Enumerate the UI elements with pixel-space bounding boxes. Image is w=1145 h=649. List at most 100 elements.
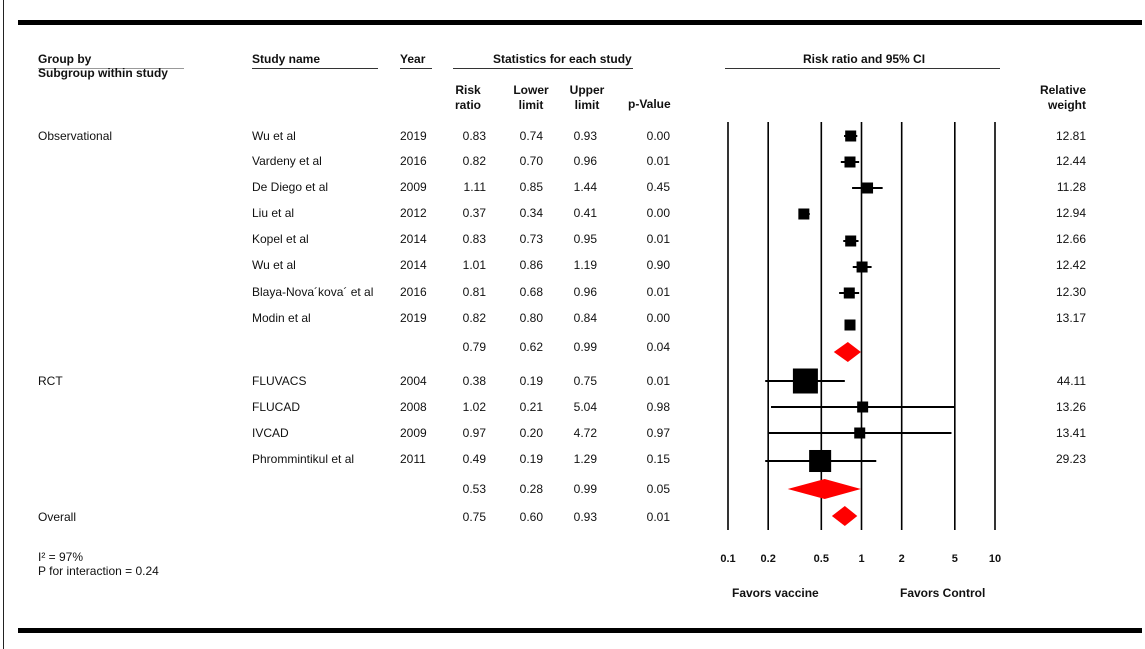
cell-study: Wu et al: [252, 129, 296, 143]
summary-diamond: [787, 479, 861, 499]
group-rct: RCT: [38, 374, 63, 388]
cell-lower-limit: 0.60: [519, 510, 543, 524]
cell-risk-ratio: 0.83: [462, 129, 486, 143]
header-relative-weight: Relative weight: [1010, 83, 1086, 113]
cell-p-value: 0.00: [646, 206, 670, 220]
cell-relative-weight: 12.42: [1055, 258, 1086, 272]
favors-control-label: Favors Control: [900, 586, 986, 600]
cell-year: 2019: [400, 129, 427, 143]
cell-upper-limit: 0.96: [573, 154, 597, 168]
header-plot-underline: [725, 68, 1000, 69]
axis-tick-label: 2: [899, 553, 905, 565]
cell-lower-limit: 0.34: [519, 206, 543, 220]
header-rr-line1: Risk: [455, 83, 481, 97]
cell-lower-limit: 0.19: [519, 452, 543, 466]
cell-year: 2011: [400, 452, 426, 466]
cell-relative-weight: 13.26: [1055, 400, 1086, 414]
header-rw-line1: Relative: [1039, 83, 1086, 97]
study-marker: [857, 401, 869, 413]
cell-risk-ratio: 1.02: [462, 400, 486, 414]
cell-risk-ratio: 0.75: [462, 510, 486, 524]
header-study-name: Study name: [252, 52, 321, 66]
header-plot-title: Risk ratio and 95% CI: [803, 52, 926, 66]
cell-upper-limit: 4.72: [573, 426, 597, 440]
header-ul-line2: limit: [574, 98, 600, 112]
cell-p-value: 0.15: [646, 452, 670, 466]
top-rule: [18, 20, 1142, 25]
study-marker: [798, 208, 810, 220]
cell-year: 2014: [400, 258, 427, 272]
cell-lower-limit: 0.19: [519, 374, 543, 388]
cell-risk-ratio: 0.82: [462, 311, 486, 325]
cell-p-value: 0.00: [646, 311, 670, 325]
study-marker: [844, 156, 856, 168]
axis-tick-label: 0.1: [720, 553, 735, 565]
cell-upper-limit: 0.99: [573, 340, 597, 354]
cell-upper-limit: 1.44: [573, 180, 597, 194]
cell-risk-ratio: 0.37: [462, 206, 486, 220]
axis-tick-label: 0.2: [761, 553, 776, 565]
header-risk-ratio: Risk ratio: [448, 83, 488, 113]
cell-year: 2019: [400, 311, 427, 325]
study-marker: [843, 287, 855, 299]
cell-lower-limit: 0.70: [519, 154, 543, 168]
cell-lower-limit: 0.28: [519, 482, 543, 496]
cell-risk-ratio: 0.53: [462, 482, 486, 496]
cell-relative-weight: 12.44: [1055, 154, 1086, 168]
bottom-rule: [18, 628, 1142, 633]
summary-diamond: [833, 342, 861, 362]
cell-upper-limit: 0.93: [573, 129, 597, 143]
cell-lower-limit: 0.62: [519, 340, 543, 354]
i-squared: I² = 97%: [38, 550, 84, 564]
cell-relative-weight: 13.41: [1055, 426, 1086, 440]
header-rw-line2: weight: [1048, 98, 1086, 112]
cell-risk-ratio: 0.38: [462, 374, 486, 388]
cell-study: De Diego et al: [252, 180, 329, 194]
cell-lower-limit: 0.86: [519, 258, 543, 272]
cell-study: Vardeny et al: [252, 154, 322, 168]
cell-lower-limit: 0.73: [519, 232, 543, 246]
cell-relative-weight: 11.28: [1056, 180, 1086, 194]
cell-risk-ratio: 0.79: [462, 340, 486, 354]
axis-tick-label: 5: [952, 553, 958, 565]
study-marker: [862, 182, 874, 194]
cell-relative-weight: 12.66: [1055, 232, 1086, 246]
cell-upper-limit: 0.93: [573, 510, 597, 524]
cell-year: 2004: [400, 374, 427, 388]
header-stats: Statistics for each study: [493, 52, 632, 66]
header-study-underline: [252, 68, 378, 69]
axis-tick-label: 10: [989, 553, 1001, 565]
header-year-underline: [400, 68, 432, 69]
header-year: Year: [400, 52, 426, 66]
cell-upper-limit: 1.19: [573, 258, 597, 272]
cell-lower-limit: 0.68: [519, 285, 543, 299]
cell-relative-weight: 13.17: [1055, 311, 1086, 325]
cell-risk-ratio: 1.11: [463, 180, 486, 194]
header-stats-underline: [453, 68, 633, 69]
cell-upper-limit: 0.75: [573, 374, 597, 388]
header-upper-limit: Upper limit: [562, 83, 612, 113]
cell-relative-weight: 29.23: [1055, 452, 1086, 466]
cell-study: Liu et al: [252, 206, 295, 220]
cell-upper-limit: 5.04: [573, 400, 597, 414]
cell-risk-ratio: 0.82: [462, 154, 486, 168]
cell-study: Wu et al: [252, 258, 296, 272]
header-ll-line2: limit: [518, 98, 544, 112]
summary-diamond: [831, 506, 858, 526]
header-subgroup: Subgroup within study: [38, 66, 168, 80]
cell-p-value: 0.01: [646, 154, 670, 168]
cell-p-value: 0.01: [646, 374, 670, 388]
cell-risk-ratio: 0.49: [462, 452, 486, 466]
cell-study: FLUCAD: [252, 400, 301, 414]
cell-p-value: 0.90: [646, 258, 670, 272]
cell-year: 2012: [400, 206, 427, 220]
axis-tick-label: 0.5: [814, 553, 829, 565]
study-marker: [809, 449, 832, 473]
cell-year: 2014: [400, 232, 427, 246]
cell-upper-limit: 0.41: [573, 206, 597, 220]
cell-relative-weight: 12.81: [1055, 129, 1086, 143]
cell-study: IVCAD: [252, 426, 289, 440]
cell-p-value: 0.04: [646, 340, 670, 354]
cell-upper-limit: 0.96: [573, 285, 597, 299]
